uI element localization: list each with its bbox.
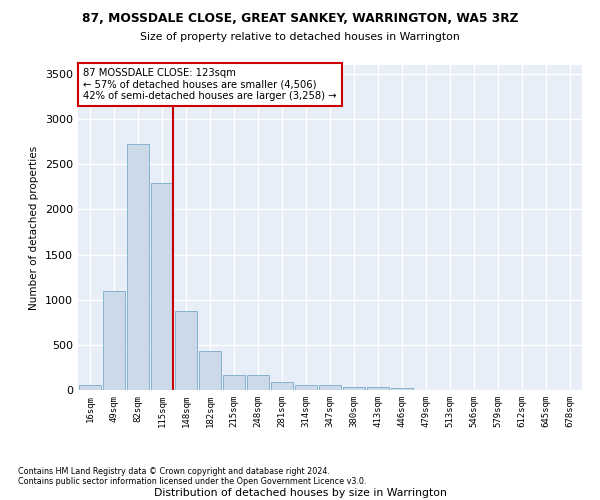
Text: Size of property relative to detached houses in Warrington: Size of property relative to detached ho… xyxy=(140,32,460,42)
Bar xyxy=(103,290,125,390)
Bar xyxy=(271,382,293,390)
Bar xyxy=(319,386,341,390)
Text: 87, MOSSDALE CLOSE, GREAT SANKEY, WARRINGTON, WA5 3RZ: 87, MOSSDALE CLOSE, GREAT SANKEY, WARRIN… xyxy=(82,12,518,26)
Y-axis label: Number of detached properties: Number of detached properties xyxy=(29,146,40,310)
Bar xyxy=(79,386,101,390)
Bar xyxy=(175,310,197,390)
Bar xyxy=(295,384,317,390)
Bar xyxy=(199,351,221,390)
Bar xyxy=(367,388,389,390)
Text: 87 MOSSDALE CLOSE: 123sqm
← 57% of detached houses are smaller (4,506)
42% of se: 87 MOSSDALE CLOSE: 123sqm ← 57% of detac… xyxy=(83,68,337,102)
Bar xyxy=(391,388,413,390)
Text: Distribution of detached houses by size in Warrington: Distribution of detached houses by size … xyxy=(154,488,446,498)
Bar xyxy=(151,184,173,390)
Bar xyxy=(127,144,149,390)
Bar xyxy=(343,388,365,390)
Text: Contains HM Land Registry data © Crown copyright and database right 2024.: Contains HM Land Registry data © Crown c… xyxy=(18,467,330,476)
Bar xyxy=(247,375,269,390)
Text: Contains public sector information licensed under the Open Government Licence v3: Contains public sector information licen… xyxy=(18,477,367,486)
Bar xyxy=(223,374,245,390)
